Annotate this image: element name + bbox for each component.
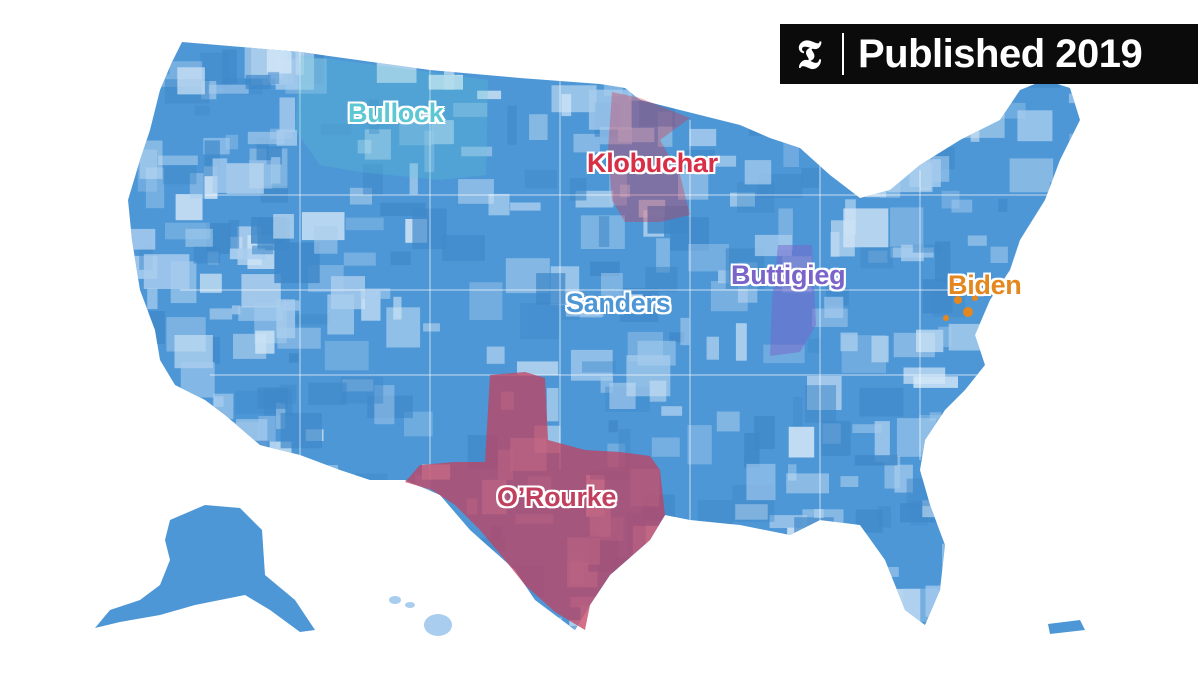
badge-divider <box>842 33 844 75</box>
montana-bullock-region <box>295 55 488 180</box>
texas-orourke-region <box>405 372 665 630</box>
label-biden: Biden <box>948 270 1022 300</box>
label-orourke: O’Rourke <box>497 482 617 512</box>
biden-highlight <box>943 295 978 321</box>
label-buttigieg: Buttigieg <box>731 260 846 290</box>
label-klobuchar: Klobuchar <box>587 148 718 178</box>
nyt-logo-icon: 𝕿 <box>796 30 822 78</box>
indiana-buttigieg-region <box>770 245 816 356</box>
label-sanders: Sanders <box>566 288 671 318</box>
label-bullock: Bullock <box>348 98 444 128</box>
publication-badge: 𝕿 Published 2019 <box>780 24 1198 84</box>
published-year-text: Published 2019 <box>858 31 1143 76</box>
hawaii-shape <box>389 596 452 636</box>
puerto-rico-shape <box>1048 620 1085 634</box>
minnesota-klobuchar-region <box>608 92 690 222</box>
alaska-shape <box>95 505 315 632</box>
